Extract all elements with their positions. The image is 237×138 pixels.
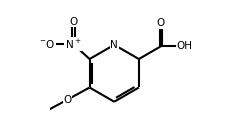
Text: O: O	[157, 18, 165, 28]
Text: O: O	[69, 17, 77, 27]
Text: OH: OH	[177, 41, 193, 51]
Text: N: N	[110, 40, 118, 50]
Text: $^{-}$O: $^{-}$O	[39, 38, 55, 50]
Text: O: O	[64, 95, 72, 105]
Text: N$^+$: N$^+$	[65, 38, 82, 51]
